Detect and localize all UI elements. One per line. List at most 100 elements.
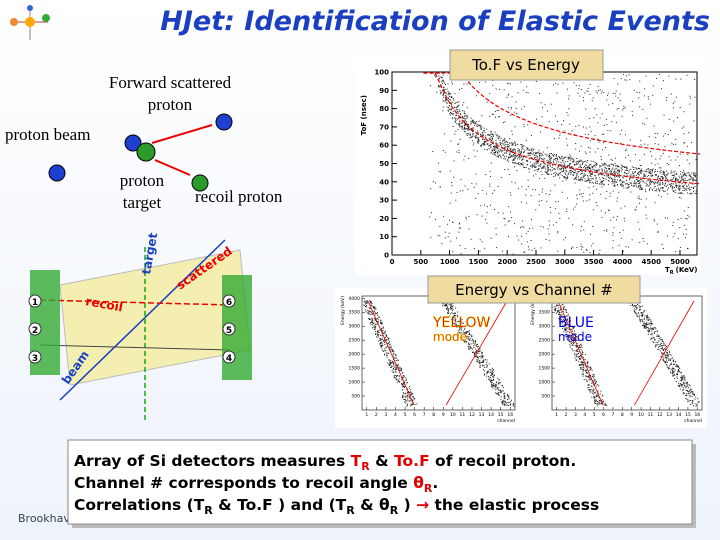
event-dot: [617, 183, 619, 185]
event-dot: [681, 179, 683, 181]
event-dot: [579, 355, 581, 357]
event-dot: [437, 235, 439, 237]
event-dot: [667, 134, 669, 136]
event-dot: [470, 117, 472, 119]
event-dot: [521, 235, 523, 237]
event-dot: [650, 174, 652, 176]
event-dot: [557, 201, 559, 203]
event-dot: [573, 340, 575, 342]
event-dot: [573, 163, 575, 165]
event-dot: [563, 239, 565, 241]
event-dot: [686, 382, 688, 384]
event-dot: [563, 166, 565, 168]
event-dot: [598, 253, 600, 255]
channel-label: Energy vs Channel #: [455, 281, 613, 299]
event-dot: [465, 324, 467, 326]
event-dot: [492, 379, 494, 381]
event-dot: [574, 172, 576, 174]
event-dot: [665, 349, 667, 351]
event-dot: [389, 344, 391, 346]
event-dot: [683, 382, 685, 384]
event-dot: [541, 158, 543, 160]
event-dot: [492, 370, 494, 372]
event-dot: [641, 188, 643, 190]
event-dot: [623, 107, 625, 109]
event-dot: [607, 94, 609, 96]
event-dot: [644, 323, 646, 325]
event-dot: [606, 118, 608, 120]
event-dot: [521, 158, 523, 160]
event-dot: [447, 110, 449, 112]
event-dot: [658, 194, 660, 196]
event-dot: [541, 200, 543, 202]
event-dot: [560, 318, 562, 320]
event-dot: [523, 166, 525, 168]
event-dot: [572, 173, 574, 175]
x-tick-label: 1500: [469, 258, 489, 266]
event-dot: [603, 184, 605, 186]
x-tick-label: 10: [450, 412, 456, 418]
event-dot: [526, 241, 528, 243]
event-dot: [570, 320, 572, 322]
event-dot: [687, 192, 689, 194]
event-dot: [566, 318, 568, 320]
event-dot: [660, 88, 662, 90]
event-dot: [448, 94, 450, 96]
x-tick-label: 4: [583, 412, 586, 418]
event-dot: [583, 379, 585, 381]
event-dot: [592, 192, 594, 194]
event-dot: [454, 317, 456, 319]
event-dot: [624, 220, 626, 222]
event-dot: [447, 236, 449, 238]
event-dot: [630, 191, 632, 193]
event-dot: [529, 168, 531, 170]
event-dot: [407, 396, 409, 398]
event-dot: [447, 309, 449, 311]
event-dot: [560, 312, 562, 314]
event-dot: [513, 143, 515, 145]
event-dot: [638, 305, 640, 307]
event-dot: [508, 220, 510, 222]
event-dot: [584, 164, 586, 166]
event-dot: [613, 227, 615, 229]
event-dot: [570, 172, 572, 174]
event-dot: [682, 185, 684, 187]
event-dot: [540, 225, 542, 227]
x-tick-label: 14: [676, 412, 682, 418]
event-dot: [573, 326, 575, 328]
event-dot: [562, 82, 564, 84]
event-dot: [660, 339, 662, 341]
event-dot: [527, 92, 529, 94]
event-dot: [659, 184, 661, 186]
event-dot: [580, 225, 582, 227]
event-dot: [679, 192, 681, 194]
event-dot: [490, 374, 492, 376]
event-dot: [461, 125, 463, 127]
event-dot: [390, 366, 392, 368]
event-dot: [495, 382, 497, 384]
event-dot: [687, 184, 689, 186]
event-dot: [450, 313, 452, 315]
event-dot: [460, 328, 462, 330]
event-dot: [662, 247, 664, 249]
event-dot: [456, 108, 458, 110]
event-dot: [613, 115, 615, 117]
event-dot: [504, 146, 506, 148]
event-dot: [650, 319, 652, 321]
event-dot: [682, 381, 684, 383]
event-dot: [500, 389, 502, 391]
event-dot: [393, 376, 395, 378]
event-dot: [686, 159, 688, 161]
event-dot: [673, 378, 675, 380]
event-dot: [579, 179, 581, 181]
event-dot: [462, 330, 464, 332]
event-dot: [495, 147, 497, 149]
event-dot: [469, 332, 471, 334]
event-dot: [567, 319, 569, 321]
event-dot: [381, 329, 383, 331]
event-dot: [459, 331, 461, 333]
event-dot: [597, 394, 599, 396]
event-dot: [662, 183, 664, 185]
event-dot: [660, 170, 662, 172]
event-dot: [619, 142, 621, 144]
